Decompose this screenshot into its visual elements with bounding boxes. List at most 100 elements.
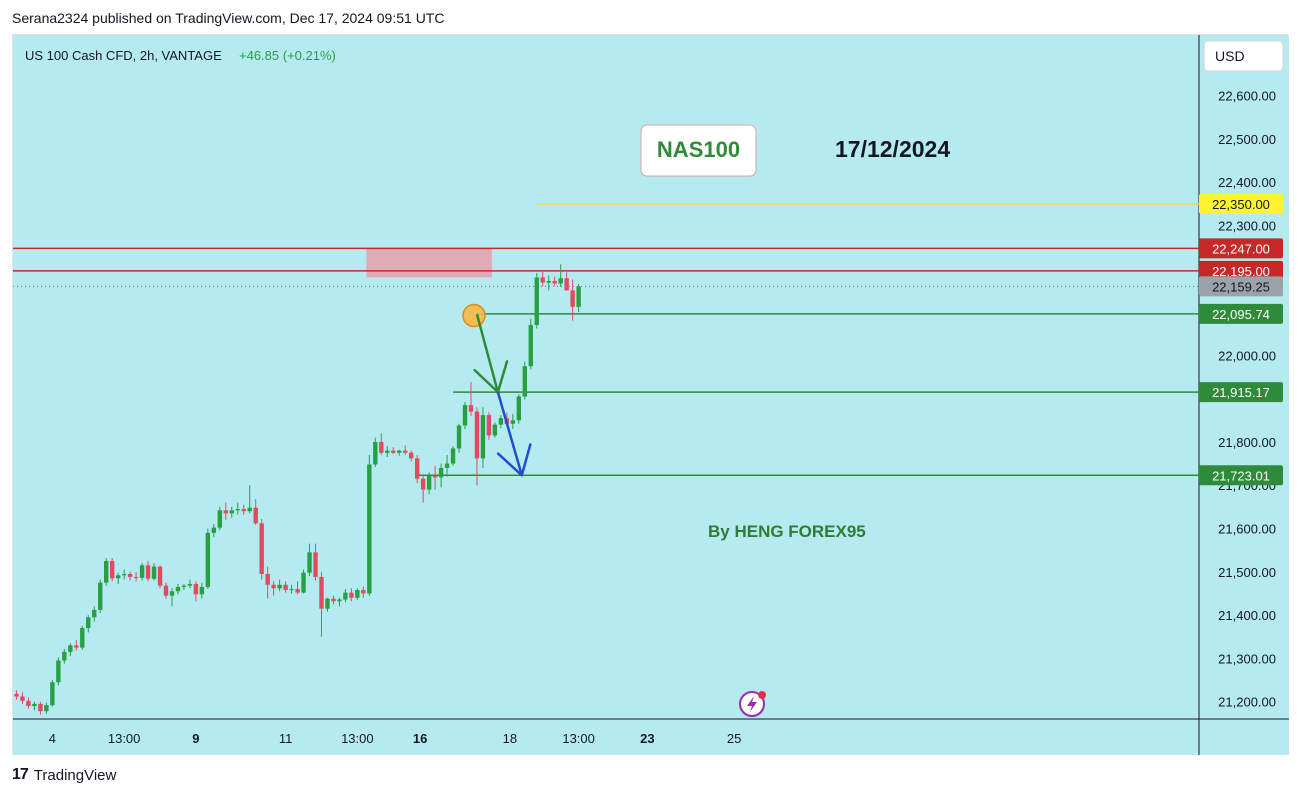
y-tick-label: 22,000.00 <box>1218 348 1276 363</box>
candle-body <box>74 645 79 648</box>
x-tick-label: 13:00 <box>341 731 374 746</box>
price-badge <box>1199 276 1283 297</box>
title-box <box>640 124 757 177</box>
candle-body <box>289 589 294 591</box>
candle-body <box>349 592 354 598</box>
y-tick-label: 21,800.00 <box>1218 435 1276 450</box>
candle-body <box>80 628 85 648</box>
candle-body <box>193 583 199 595</box>
price-badge-label: 22,247.00 <box>1212 241 1270 256</box>
candle-body <box>307 552 312 573</box>
candle-body <box>32 703 37 707</box>
price-badge-label: 21,915.17 <box>1212 385 1270 400</box>
candle-body <box>68 645 73 652</box>
candle-body <box>540 277 545 283</box>
footer-brand[interactable]: TradingView <box>33 766 117 784</box>
candle-body <box>98 582 103 610</box>
currency-button[interactable] <box>1203 40 1284 72</box>
candle-body <box>235 509 240 511</box>
candle-body <box>277 584 282 589</box>
candle-body <box>163 585 169 596</box>
x-tick-label: 9 <box>192 731 199 746</box>
candle-body <box>444 463 450 468</box>
projection-arrow <box>475 313 500 393</box>
candle-body <box>337 599 342 602</box>
candle-body <box>133 577 139 579</box>
candle-body <box>486 415 492 436</box>
price-badge-label: 22,095.74 <box>1212 307 1270 322</box>
candle-body <box>187 583 193 586</box>
candle-body <box>391 450 396 453</box>
x-tick-label: 16 <box>413 731 427 746</box>
x-tick-label: 18 <box>503 731 517 746</box>
symbol-name: US 100 Cash CFD, 2h, VANTAGE <box>25 48 222 63</box>
candle-body <box>498 418 504 425</box>
price-badge-label: 22,159.25 <box>1212 279 1270 294</box>
candle-body <box>516 396 522 421</box>
y-tick-label: 21,500.00 <box>1218 565 1276 580</box>
candle-body <box>92 609 97 618</box>
candle-body <box>109 560 115 579</box>
candle-body <box>408 452 414 459</box>
author-label: By HENG FOREX95 <box>708 522 866 541</box>
candle-body <box>576 286 581 307</box>
x-tick-label: 23 <box>640 731 654 746</box>
tradingview-logo: 17 <box>12 766 29 783</box>
candle-body <box>151 566 157 579</box>
candle-body <box>139 565 145 578</box>
plot-background <box>13 35 1199 719</box>
x-tick-label: 13:00 <box>108 731 141 746</box>
candle-body <box>295 589 300 593</box>
candle-body <box>492 424 498 436</box>
candle-body <box>522 366 527 397</box>
candle-body <box>56 660 61 683</box>
candle-body <box>331 598 336 602</box>
price-chart[interactable]: 21,200.00 21,300.00 21,400.00 21,500.00 21,6… <box>13 35 1289 755</box>
symbol-change: +46.85 (+0.21%) <box>239 48 336 63</box>
footer: 17 TradingView <box>12 766 116 784</box>
candle-body <box>480 415 486 459</box>
date-label: 17/12/2024 <box>835 136 950 162</box>
candle-body <box>361 589 366 594</box>
candle-body <box>558 278 563 284</box>
x-tick-label: 13:00 <box>562 731 595 746</box>
candle-body <box>319 577 324 609</box>
x-tick-label: 11 <box>279 731 293 746</box>
candle-body <box>145 565 151 579</box>
price-badge <box>1199 303 1283 324</box>
candle-body <box>50 682 55 706</box>
candle-body <box>468 405 474 412</box>
candle-body <box>534 277 539 326</box>
candle-body <box>169 591 175 596</box>
lightning-icon[interactable] <box>739 691 766 717</box>
candle-body <box>38 703 43 712</box>
resistance-zone <box>366 248 492 278</box>
candle-body <box>44 705 49 712</box>
price-badge <box>1199 382 1283 403</box>
candle-body <box>86 617 91 629</box>
candle-body <box>253 507 258 524</box>
price-badge <box>1199 238 1283 259</box>
candle-body <box>546 280 551 283</box>
publisher-line: Serana2324 published on TradingView.com,… <box>12 10 445 26</box>
candle-body <box>181 585 187 587</box>
candle-body <box>247 507 252 512</box>
candle-body <box>474 411 480 459</box>
candle-body <box>121 573 127 576</box>
candle-body <box>157 566 163 586</box>
candle-body <box>373 441 378 465</box>
candle-body <box>175 586 181 592</box>
candle-body <box>217 510 223 528</box>
candle-body <box>20 696 25 701</box>
y-tick-label: 21,600.00 <box>1218 522 1276 537</box>
candle-body <box>438 467 444 478</box>
price-badge <box>1199 193 1283 214</box>
candle-body <box>325 598 330 609</box>
candle-body <box>564 278 569 291</box>
currency-label: USD <box>1215 48 1245 64</box>
y-tick-label: 22,300.00 <box>1218 218 1276 233</box>
candle-body <box>367 464 372 594</box>
candle-body <box>528 325 533 367</box>
candle-body <box>14 693 19 697</box>
chart-frame[interactable]: 21,200.00 21,300.00 21,400.00 21,500.00 21,6… <box>12 34 1289 755</box>
